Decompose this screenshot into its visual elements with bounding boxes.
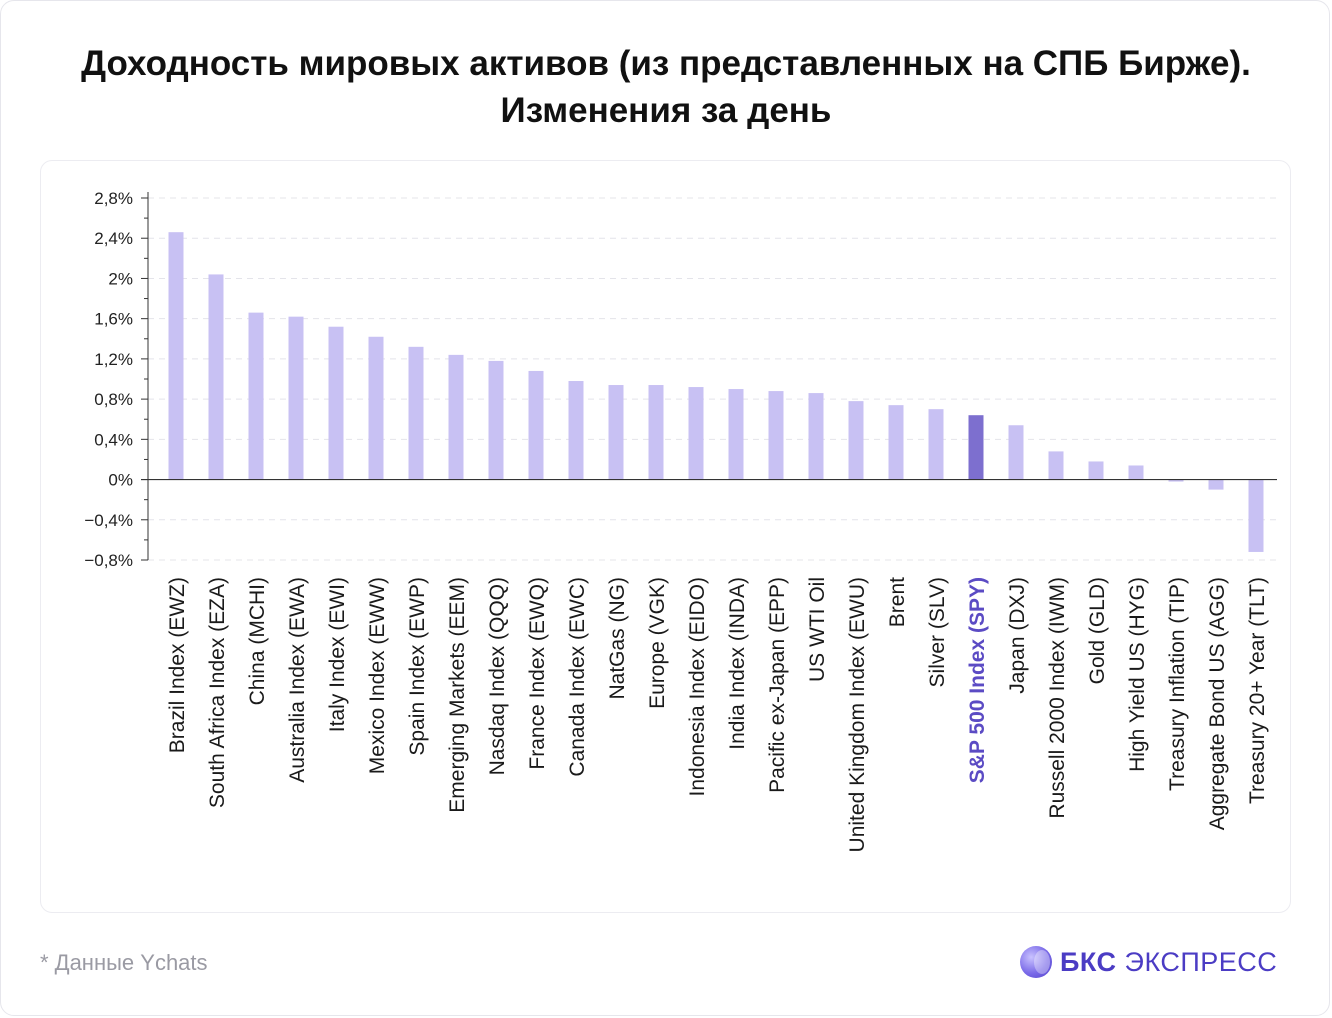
bar <box>928 409 944 480</box>
chart-panel: 2,8% 2,4% 2% 1,6% 1,2% 0,8% 0,4% 0% −0,4% −0,8% Br… <box>40 160 1291 913</box>
bar <box>528 370 544 480</box>
x-category-label: Brazil Index (EWZ) <box>166 577 189 753</box>
y-tick-label: 0,4% <box>94 430 133 449</box>
bar <box>728 389 744 480</box>
x-category-label: Gold (GLD) <box>1086 577 1109 684</box>
x-category-label: Russell 2000 Index (IWM) <box>1046 577 1069 819</box>
x-category-label: South Africa Index (EZA) <box>206 577 229 808</box>
x-category-label: China (MCHI) <box>246 577 269 705</box>
x-category-label: Italy Index (EWI) <box>326 577 349 732</box>
bar <box>1208 479 1224 490</box>
bar <box>568 381 584 480</box>
y-tick-label: 2,8% <box>94 189 133 208</box>
bar <box>1008 425 1024 480</box>
x-category-label: Emerging Markets (EEM) <box>446 577 469 813</box>
x-category-label: Australia Index (EWA) <box>286 577 309 783</box>
x-category-label: NatGas (NG) <box>606 577 629 700</box>
x-category-label: Mexico Index (EWW) <box>366 577 389 774</box>
bar <box>608 385 624 480</box>
x-category-label: Brent <box>886 577 909 627</box>
x-category-label: Pacific ex-Japan (EPP) <box>766 577 789 793</box>
bar <box>1088 461 1104 480</box>
x-category-label: S&P 500 Index (SPY) <box>966 577 989 783</box>
y-tick-label: −0,4% <box>84 511 133 530</box>
bar <box>968 415 984 480</box>
x-category-label: US WTI Oil <box>806 577 829 682</box>
y-tick-label: 2% <box>108 269 133 288</box>
bar <box>1168 479 1184 482</box>
x-category-label: Nasdaq Index (QQQ) <box>486 577 509 775</box>
y-tick-label: 0,8% <box>94 390 133 409</box>
bar <box>1128 465 1144 480</box>
bar <box>368 336 384 480</box>
brand-logo: БКС ЭКСПРЕСС <box>1020 944 1277 980</box>
bar <box>248 312 264 480</box>
x-category-label: Aggregate Bond US (AGG) <box>1206 577 1229 830</box>
bar <box>208 274 224 480</box>
bar <box>408 346 424 480</box>
x-category-label: Japan (DXJ) <box>1006 577 1029 694</box>
bar <box>1048 451 1064 480</box>
x-category-label: United Kingdom Index (EWU) <box>846 577 869 852</box>
bks-logo-icon <box>1020 946 1052 978</box>
bar <box>808 393 824 480</box>
brand-name-bold: БКС <box>1060 946 1117 977</box>
source-footnote: * Данные Ychats <box>40 950 208 975</box>
y-tick-label: 1,6% <box>94 310 133 329</box>
bar <box>768 391 784 480</box>
bar <box>168 232 184 480</box>
bar <box>488 360 504 480</box>
brand-name: БКС ЭКСПРЕСС <box>1060 947 1277 978</box>
y-tick-label: −0,8% <box>84 551 133 570</box>
bar <box>448 354 464 480</box>
x-category-label: Treasury 20+ Year (TLT) <box>1246 577 1269 804</box>
chart-title: Доходность мировых активов (из представл… <box>81 44 1251 130</box>
x-category-label: Indonesia Index (EIDO) <box>686 577 709 796</box>
brand-name-light: ЭКСПРЕСС <box>1124 946 1278 977</box>
x-category-label: Canada Index (EWC) <box>566 577 589 777</box>
x-category-label: High Yield US (HYG) <box>1126 577 1149 772</box>
bar-chart: 2,8% 2,4% 2% 1,6% 1,2% 0,8% 0,4% 0% −0,4% −0,8% Br… <box>84 189 1277 852</box>
x-category-label: Spain Index (EWP) <box>406 577 429 756</box>
y-tick-label: 1,2% <box>94 350 133 369</box>
y-tick-label: 2,4% <box>94 229 133 248</box>
x-category-label: Europe (VGK) <box>646 577 669 709</box>
y-tick-label: 0% <box>108 471 133 490</box>
x-category-label: Treasury Inflation (TIP) <box>1166 577 1189 791</box>
bar <box>328 326 344 480</box>
bar <box>888 405 904 480</box>
bar <box>648 385 664 480</box>
x-category-label: France Index (EWQ) <box>526 577 549 770</box>
bar <box>288 316 304 480</box>
bar <box>688 387 704 480</box>
bar <box>1248 479 1264 552</box>
x-category-label: India Index (INDA) <box>726 577 749 750</box>
bar <box>848 401 864 480</box>
x-category-label: Silver (SLV) <box>926 577 949 687</box>
